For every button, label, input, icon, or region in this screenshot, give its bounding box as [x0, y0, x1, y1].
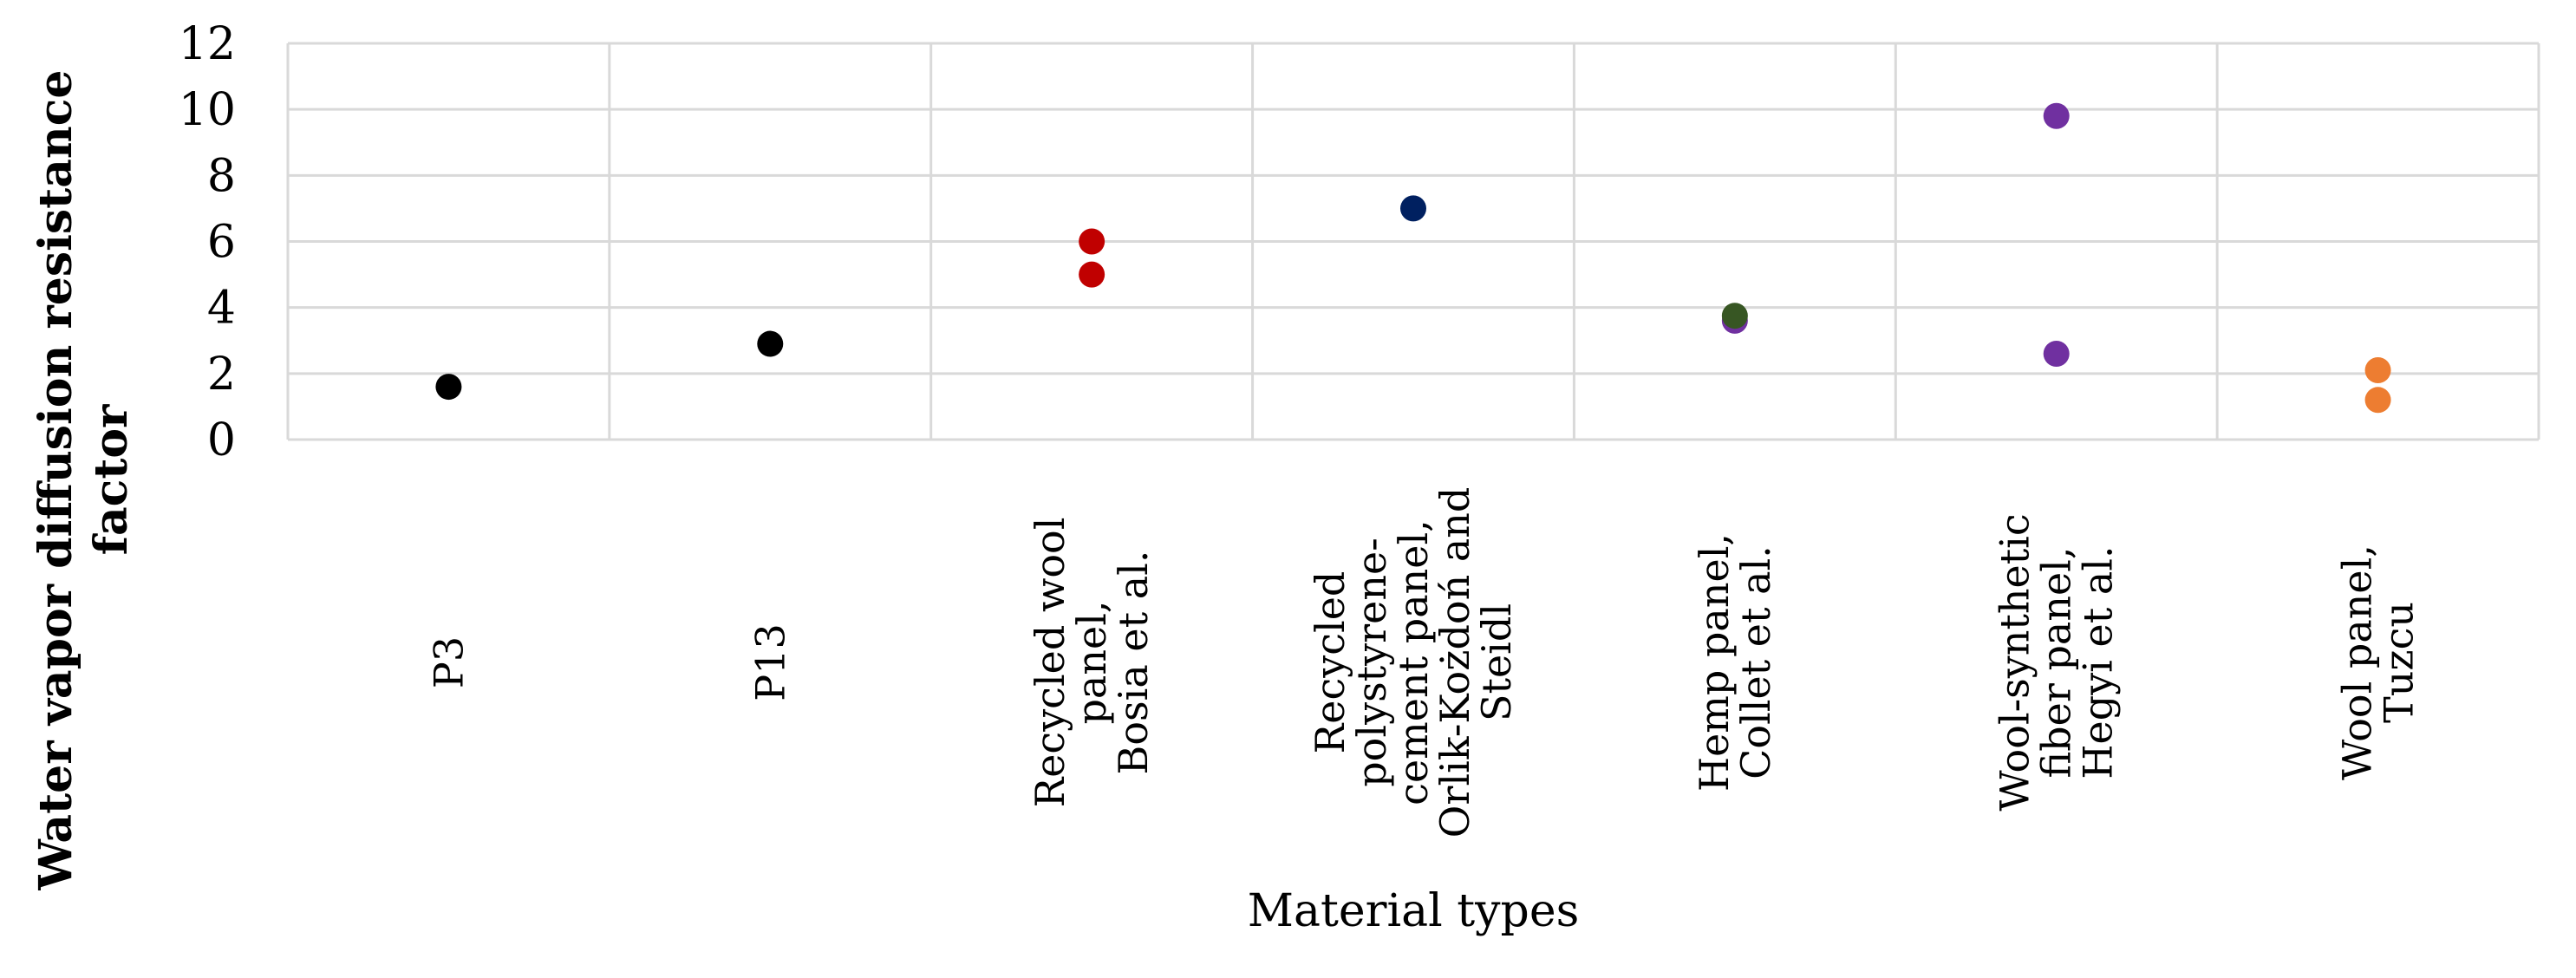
x-tick-label-line: Hegyi et al. [2075, 545, 2122, 779]
x-axis-title: Material types [1248, 885, 1580, 937]
x-tick-label: Hemp panel,Collet et al. [1691, 533, 1779, 792]
grid [286, 42, 2540, 441]
data-point [2043, 340, 2070, 367]
data-point [1079, 228, 1105, 255]
x-tick-label: P3 [425, 636, 472, 688]
y-tick-label: 6 [207, 217, 236, 269]
y-tick-label: 2 [207, 349, 236, 401]
y-tick-label: 12 [179, 18, 236, 70]
x-tick-label-line: Collet et al. [1732, 545, 1779, 779]
x-tick-label-line: Orlik-Kożdoń and [1431, 487, 1478, 838]
data-point [1721, 303, 1748, 329]
x-tick-label-line: Wool panel, [2334, 544, 2381, 780]
x-tick-label-line: Recycled wool [1027, 518, 1073, 808]
y-axis-ticks: 0 2 4 6 8 10 12 [179, 18, 236, 466]
data-points [435, 102, 2391, 414]
x-tick-label-line: Tuzcu [2376, 602, 2423, 723]
y-axis-title: Water vapor diffusion resistance factor [29, 70, 138, 891]
y-tick-label: 4 [207, 283, 236, 335]
data-point [435, 374, 462, 401]
data-point [757, 330, 784, 357]
x-tick-label-line: Recycled [1307, 571, 1353, 754]
y-tick-label: 10 [179, 84, 236, 136]
x-tick-label-line: polystyrene- [1348, 538, 1395, 787]
y-axis-title-line: Water vapor diffusion resistance [29, 70, 82, 891]
x-tick-label-line: P3 [425, 636, 472, 688]
data-point [1079, 261, 1105, 288]
data-point [2364, 357, 2391, 384]
x-tick-label-line: cement panel, [1390, 519, 1437, 805]
y-tick-label: 8 [207, 150, 236, 202]
data-point [2043, 102, 2070, 129]
x-tick-label-line: Wool-synthetic [1992, 513, 2038, 811]
x-tick-label: Wool panel,Tuzcu [2334, 544, 2423, 780]
data-point [1400, 195, 1426, 222]
x-tick-label-line: Hemp panel, [1691, 533, 1738, 792]
x-tick-label-line: Bosia et al. [1110, 551, 1157, 775]
x-tick-label-line: P13 [747, 623, 793, 701]
x-tick-label: P13 [747, 623, 793, 701]
y-tick-label: 0 [207, 414, 236, 466]
data-point [2364, 387, 2391, 414]
x-tick-label-line: Steidl [1473, 603, 1520, 721]
y-axis-title-line: factor [85, 404, 138, 555]
x-tick-label-line: fiber panel, [2033, 546, 2080, 778]
x-tick-label-line: panel, [1068, 600, 1115, 724]
